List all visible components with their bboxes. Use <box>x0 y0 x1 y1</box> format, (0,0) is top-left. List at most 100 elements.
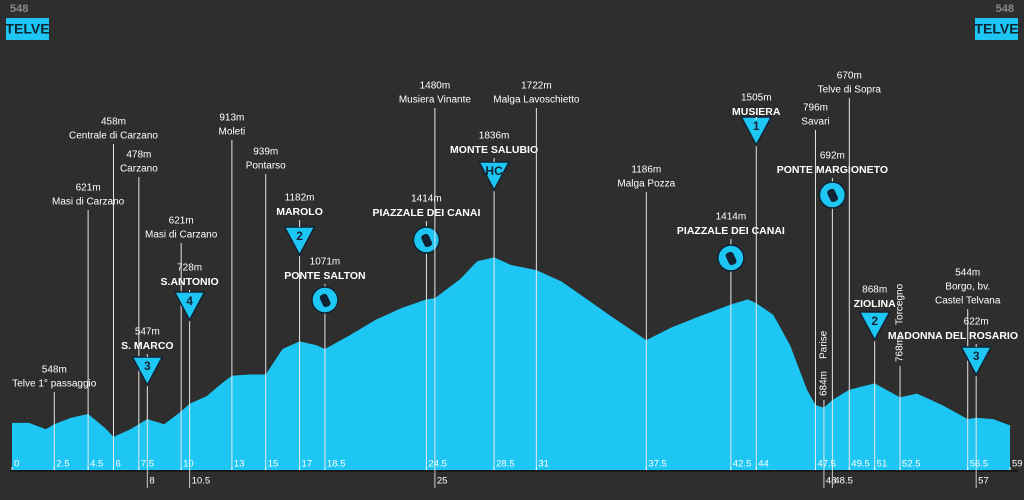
waypoint: 1414m PIAZZALE DEI CANAI <box>372 194 480 470</box>
climb-category: 4 <box>186 294 193 308</box>
x-tick-label: 15 <box>268 459 279 470</box>
waypoint-altitude: 913m <box>219 113 244 124</box>
x-tick-label: 44 <box>758 459 769 470</box>
waypoint-altitude: 692m <box>820 151 845 162</box>
x-tick-label: 7.5 <box>141 459 154 470</box>
waypoint: 692m PONTE MARGIONETO <box>777 151 888 470</box>
profile-area <box>12 257 1010 470</box>
x-tick-label: 4.5 <box>90 459 103 470</box>
start-altitude: 548 <box>10 3 28 15</box>
waypoint-name: Savari <box>801 117 829 128</box>
waypoint-name: Carzano <box>120 164 158 175</box>
waypoint-name: Torcegno <box>895 283 906 325</box>
waypoint-name: Pontarso <box>246 161 286 172</box>
waypoint-altitude: 621m <box>169 216 194 227</box>
x-tick-label: 52.5 <box>902 459 921 470</box>
x-tick-label: 17 <box>302 459 313 470</box>
waypoint-name: Borgo, bv. <box>945 282 990 293</box>
waypoint: 670m Telve di Sopra <box>818 71 882 470</box>
waypoint: 1182m MAROLO 2 <box>276 193 323 470</box>
waypoint: 728m S.ANTONIO 4 <box>161 263 219 470</box>
waypoint-name: S.ANTONIO <box>161 276 219 288</box>
waypoint: 458m Centrale di Carzano <box>69 117 158 470</box>
waypoint-altitude: 768m <box>895 337 906 362</box>
waypoint: 478m Carzano <box>120 150 158 470</box>
waypoint: 796m Savari <box>801 103 830 470</box>
waypoint: 622m MADONNA DEL ROSARIO 3 <box>888 317 1018 470</box>
waypoint-name: Masi di Carzano <box>52 197 125 208</box>
waypoint-altitude: 478m <box>126 150 151 161</box>
waypoint-name: PONTE MARGIONETO <box>777 164 888 176</box>
x-tick-label: 48.5 <box>834 476 853 487</box>
finish-box <box>975 18 1018 40</box>
x-tick-label: 10 <box>183 459 194 470</box>
waypoint-name: Telve 1° passaggio <box>12 379 96 390</box>
climb-marker <box>858 311 891 342</box>
waypoint: 913m Moleti <box>219 113 246 470</box>
waypoint-altitude: 622m <box>964 317 989 328</box>
feed-icon <box>421 233 433 248</box>
waypoint: 547m S. MARCO 3 <box>121 327 174 470</box>
waypoint-altitude: 728m <box>177 263 202 274</box>
waypoint-name: Telve di Sopra <box>818 85 882 96</box>
climb-category: 1 <box>753 119 760 133</box>
waypoint: 1480m Musiera Vinante <box>399 81 472 470</box>
x-tick-label: 2.5 <box>56 459 69 470</box>
waypoint-name: MADONNA DEL ROSARIO <box>888 330 1018 342</box>
x-tick-label: 24.5 <box>428 459 447 470</box>
climb-category: 2 <box>871 314 878 328</box>
x-tick-label: 37.5 <box>648 459 667 470</box>
x-tick-label: 56.5 <box>970 459 989 470</box>
feed-icon <box>725 251 737 266</box>
waypoint: 544m Borgo, bv. Castel Telvana <box>935 268 1001 470</box>
x-tick-label: 28.5 <box>496 459 514 470</box>
x-tick-label: 47.5 <box>817 459 836 470</box>
x-tick-label: 8 <box>149 476 154 487</box>
climb-category: 3 <box>973 349 980 363</box>
waypoint-altitude: 939m <box>253 147 278 158</box>
waypoint-altitude: 547m <box>135 327 160 338</box>
x-tick-label: 31 <box>538 459 549 470</box>
x-tick-label: 18.5 <box>327 459 346 470</box>
waypoint-name: Musiera Vinante <box>399 95 472 106</box>
waypoint-altitude: 544m <box>955 268 980 279</box>
x-tick-label: 59 <box>1012 459 1023 470</box>
finish-name: TELVE <box>974 21 1018 37</box>
x-tick-label: 6 <box>115 459 120 470</box>
waypoint: 1186m Malga Pozza <box>617 165 676 470</box>
waypoint: 1071m PONTE SALTON <box>284 257 366 470</box>
waypoint-name: Malga Pozza <box>617 179 675 190</box>
waypoint-altitude: 684m <box>819 371 830 396</box>
waypoint-name: Centrale di Carzano <box>69 131 158 142</box>
x-tick-label: 10.5 <box>192 476 211 487</box>
waypoint-name: Masi di Carzano <box>145 230 218 241</box>
waypoint-altitude: 1071m <box>310 257 341 268</box>
climb-category: 3 <box>144 359 151 373</box>
waypoint-name: S. MARCO <box>121 340 174 352</box>
waypoint-name: MUSIERA <box>732 106 781 118</box>
waypoint-altitude: 548m <box>42 365 67 376</box>
climb-category: HC <box>485 164 503 178</box>
x-tick-label: 48 <box>826 476 837 487</box>
x-tick-label: 57 <box>978 476 989 487</box>
waypoint: 1414m PIAZZALE DEI CANAI <box>677 212 785 470</box>
waypoint-altitude: 868m <box>862 285 887 296</box>
waypoint: 548m Telve 1° passaggio <box>12 365 97 470</box>
finish-altitude: 548 <box>996 3 1014 15</box>
waypoint: 868m ZIOLINA 2 <box>854 285 896 470</box>
waypoint-altitude: 670m <box>837 71 862 82</box>
waypoint-altitude: 1836m <box>479 131 510 142</box>
waypoint-altitude: 1722m <box>521 81 552 92</box>
waypoint: 1722m Malga Lavoschietto <box>493 81 580 470</box>
waypoint-name: PIAZZALE DEI CANAI <box>372 207 480 219</box>
waypoint-altitude: 1186m <box>631 165 661 176</box>
feed-icon <box>319 293 331 308</box>
start-name: TELVE <box>5 21 49 37</box>
waypoint-name: Malga Lavoschietto <box>493 95 580 106</box>
waypoint: 621m Masi di Carzano <box>145 216 218 470</box>
waypoint-name: Moleti <box>219 127 246 138</box>
x-tick-label: 13 <box>234 459 245 470</box>
waypoint-altitude: 1414m <box>411 194 442 205</box>
